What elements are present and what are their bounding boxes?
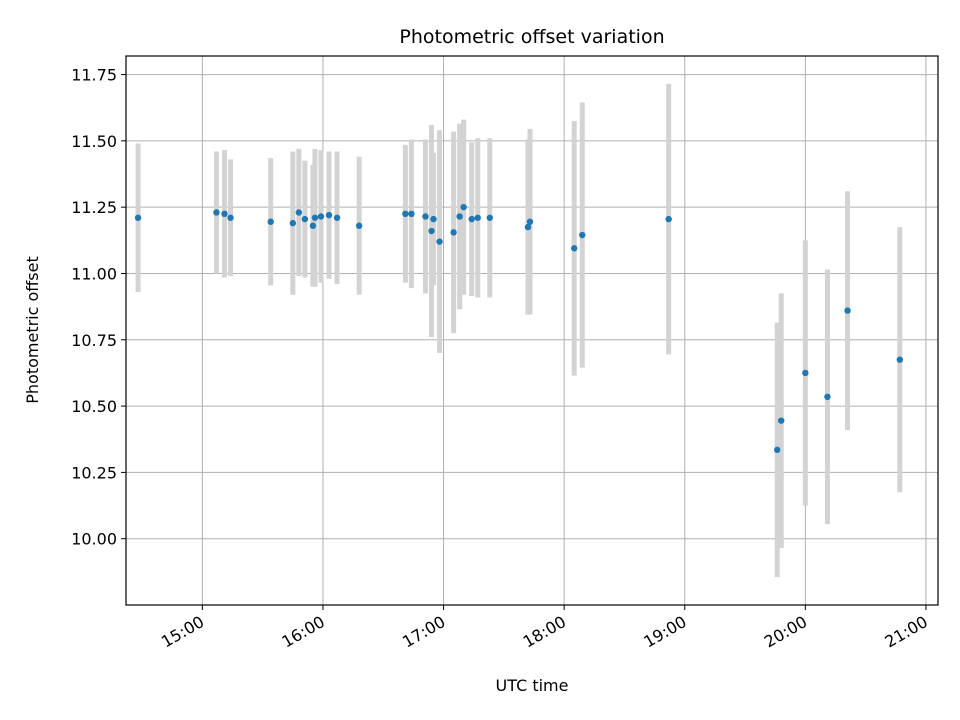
data-point [665,215,672,223]
data-point [571,245,578,252]
data-point [317,213,325,220]
data-point [402,210,409,218]
data-point [428,227,435,235]
data-point [422,213,429,220]
data-point [301,215,309,223]
data-point [333,214,341,221]
data-point [526,218,534,225]
plot-frame [125,55,939,606]
y-axis-ticks: 10.00 10.25 10.50 10.75 11.00 11.25 11.50 11.75 [71,66,126,549]
data-point [802,369,809,377]
data-points [134,203,904,454]
data-point [844,307,851,314]
data-point [289,219,297,227]
data-point [309,222,317,229]
data-point [227,214,234,221]
data-point [824,393,831,401]
data-point [408,210,415,218]
data-point [213,209,220,216]
x-axis-label: UTC time [496,676,569,695]
data-point [524,223,532,231]
data-point [311,214,319,221]
data-point [436,238,443,245]
y-tick-label: 11.50 [71,132,117,151]
chart-title: Photometric offset variation [399,26,664,48]
y-tick-label: 11.75 [71,66,117,85]
y-axis-label: Photometric offset [23,256,42,404]
y-tick-label: 11.00 [71,264,117,283]
data-point [355,222,363,229]
data-point [450,229,457,236]
data-point [474,214,481,221]
y-tick-label: 10.50 [71,397,117,416]
data-point [430,215,437,223]
data-point [456,213,463,220]
data-point [134,214,142,221]
data-point [295,209,303,216]
y-tick-label: 10.00 [71,530,117,549]
data-point [774,446,781,454]
y-tick-label: 10.25 [71,463,117,482]
data-point [778,417,785,424]
data-point [896,356,904,363]
data-point [460,203,467,211]
y-tick-label: 11.25 [71,198,117,217]
data-point [579,231,586,239]
data-point [468,215,475,223]
data-point [221,210,228,218]
data-point [486,214,493,221]
data-point [267,218,274,225]
y-tick-label: 10.75 [71,331,117,350]
data-point [325,211,333,219]
